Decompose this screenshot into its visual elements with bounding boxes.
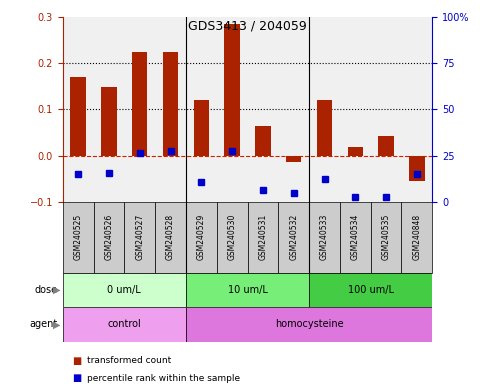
Bar: [348, 147, 363, 156]
FancyBboxPatch shape: [186, 307, 432, 342]
Bar: [101, 87, 117, 156]
FancyBboxPatch shape: [309, 273, 432, 307]
Bar: [255, 126, 270, 156]
Text: GSM240528: GSM240528: [166, 214, 175, 260]
FancyBboxPatch shape: [125, 202, 155, 273]
Text: dose: dose: [35, 285, 58, 295]
Bar: [71, 77, 86, 156]
Text: transformed count: transformed count: [87, 356, 171, 366]
Text: percentile rank within the sample: percentile rank within the sample: [87, 374, 240, 383]
Text: homocysteine: homocysteine: [275, 319, 343, 329]
Text: GSM240533: GSM240533: [320, 214, 329, 260]
Text: ▶: ▶: [53, 285, 60, 295]
Text: ■: ■: [72, 373, 82, 383]
Text: 0 um/L: 0 um/L: [108, 285, 141, 295]
FancyBboxPatch shape: [340, 202, 371, 273]
Text: GSM240529: GSM240529: [197, 214, 206, 260]
Text: GSM240526: GSM240526: [104, 214, 114, 260]
Text: GSM240848: GSM240848: [412, 214, 421, 260]
Text: GSM240532: GSM240532: [289, 214, 298, 260]
FancyBboxPatch shape: [247, 202, 278, 273]
Bar: [378, 136, 394, 156]
Text: GSM240530: GSM240530: [227, 214, 237, 260]
Text: agent: agent: [30, 319, 58, 329]
Text: 10 um/L: 10 um/L: [227, 285, 268, 295]
Text: ▶: ▶: [53, 319, 60, 329]
Bar: [409, 156, 425, 181]
FancyBboxPatch shape: [309, 202, 340, 273]
FancyBboxPatch shape: [401, 202, 432, 273]
Text: GDS3413 / 204059: GDS3413 / 204059: [188, 20, 307, 33]
Bar: [225, 24, 240, 156]
FancyBboxPatch shape: [63, 202, 94, 273]
FancyBboxPatch shape: [217, 202, 247, 273]
Bar: [132, 52, 147, 156]
Text: GSM240525: GSM240525: [74, 214, 83, 260]
FancyBboxPatch shape: [278, 202, 309, 273]
FancyBboxPatch shape: [155, 202, 186, 273]
FancyBboxPatch shape: [63, 307, 186, 342]
Text: GSM240534: GSM240534: [351, 214, 360, 260]
FancyBboxPatch shape: [186, 273, 309, 307]
Text: ■: ■: [72, 356, 82, 366]
Bar: [194, 100, 209, 156]
FancyBboxPatch shape: [186, 202, 217, 273]
Bar: [163, 52, 178, 156]
Text: control: control: [108, 319, 141, 329]
Bar: [286, 156, 301, 162]
FancyBboxPatch shape: [63, 273, 186, 307]
Text: GSM240531: GSM240531: [258, 214, 268, 260]
FancyBboxPatch shape: [371, 202, 401, 273]
Text: GSM240527: GSM240527: [135, 214, 144, 260]
Text: 100 um/L: 100 um/L: [348, 285, 394, 295]
FancyBboxPatch shape: [94, 202, 125, 273]
Bar: [317, 100, 332, 156]
Text: GSM240535: GSM240535: [382, 214, 391, 260]
